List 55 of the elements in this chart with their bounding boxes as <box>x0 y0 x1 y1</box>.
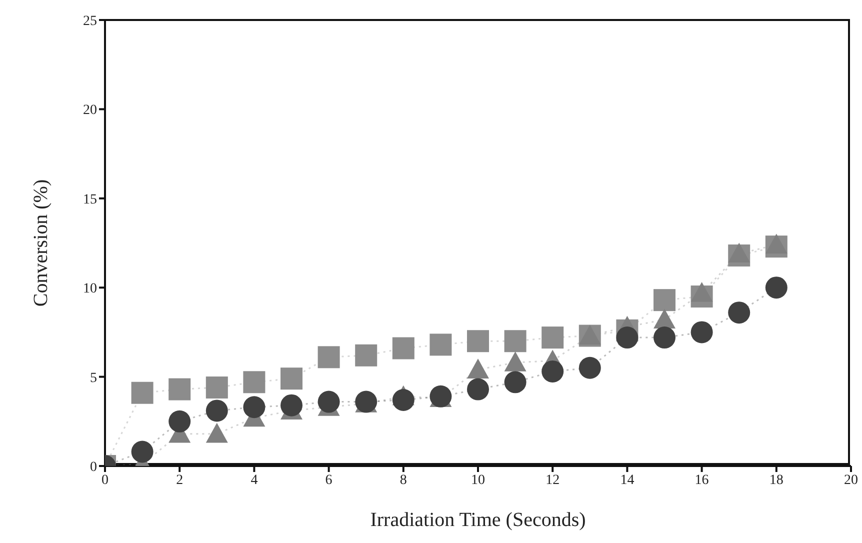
point <box>728 242 750 263</box>
point <box>392 337 414 360</box>
point <box>318 390 340 413</box>
point <box>690 321 713 344</box>
point <box>542 360 564 382</box>
point <box>467 378 489 400</box>
x-tick-label: 0 <box>102 472 108 488</box>
x-tick-label: 16 <box>694 472 709 488</box>
point <box>430 334 452 356</box>
point <box>504 330 526 352</box>
point <box>654 326 676 349</box>
point <box>654 289 676 312</box>
x-tick-label: 10 <box>471 472 485 488</box>
x-tick-label: 2 <box>176 472 184 488</box>
point <box>355 344 378 366</box>
point <box>578 356 601 379</box>
point <box>467 358 489 378</box>
y-tick-label: 15 <box>83 192 97 208</box>
point <box>168 378 191 400</box>
y-tick-label: 20 <box>83 103 97 118</box>
x-tick-label: 6 <box>325 472 332 488</box>
point <box>728 302 750 324</box>
x-tick-label: 20 <box>844 472 858 488</box>
point <box>654 308 676 329</box>
point <box>280 394 302 416</box>
point <box>616 326 638 349</box>
x-tick-label: 4 <box>250 472 258 488</box>
point <box>206 422 228 443</box>
point <box>504 352 526 372</box>
point <box>280 368 302 390</box>
point <box>392 388 414 411</box>
x-tick-label: 18 <box>769 472 784 488</box>
point <box>131 382 154 404</box>
point <box>318 346 340 368</box>
point <box>243 371 266 394</box>
x-tick-label: 14 <box>620 472 634 488</box>
x-tick-label: 12 <box>546 472 560 488</box>
x-tick-label: 8 <box>400 472 407 488</box>
point <box>542 326 564 349</box>
x-axis-title: Irradiation Time (Seconds) <box>370 509 586 531</box>
point <box>206 376 228 399</box>
point <box>467 330 489 352</box>
point <box>690 282 713 302</box>
y-axis-title: Conversion (%) <box>30 179 52 307</box>
point <box>504 371 526 394</box>
point <box>765 276 788 299</box>
point <box>168 410 191 432</box>
y-tick-label: 10 <box>83 282 97 297</box>
point <box>243 396 266 418</box>
y-tick-label: 25 <box>83 14 97 29</box>
point <box>206 400 228 422</box>
y-tick-label: 0 <box>90 460 97 475</box>
point <box>131 440 154 463</box>
y-tick-label: 5 <box>90 370 97 386</box>
point <box>765 234 788 254</box>
